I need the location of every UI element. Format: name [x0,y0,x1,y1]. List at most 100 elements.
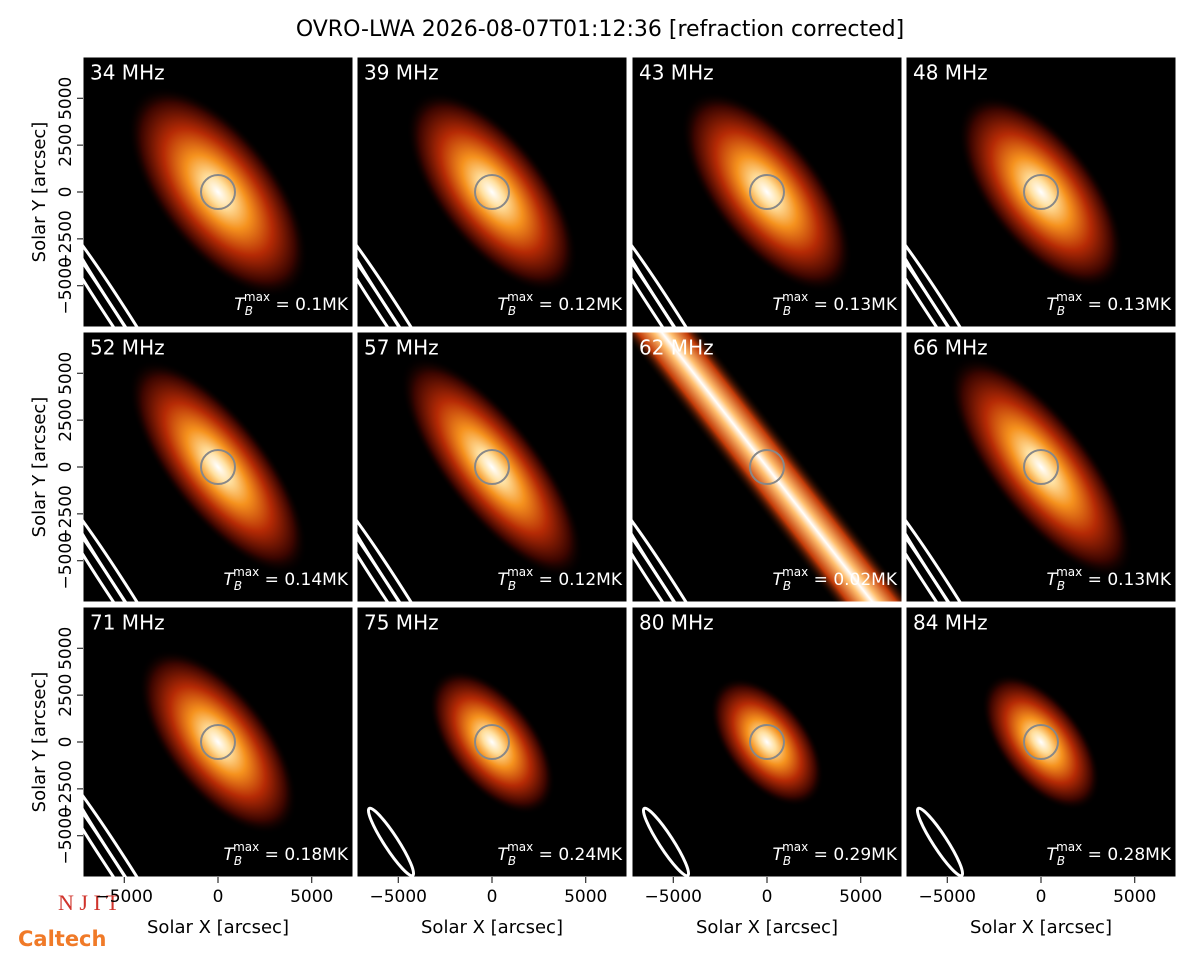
tb-sub: B [783,304,791,318]
beam [915,806,965,877]
tb-eq: = [259,570,284,590]
x-axis-label: Solar X [arcsec] [421,917,563,938]
tb-sub: B [508,579,516,593]
tb-eq: = [533,295,558,315]
y-tick-label: 0 [56,187,76,198]
panel [83,607,353,877]
tb-sup: max [1056,565,1082,579]
panel [632,607,902,877]
tb-sub: B [1057,854,1065,868]
tb-sub: B [783,854,791,868]
frequency-label: 57 MHz [364,336,439,360]
tb-max-label: TBmax = 0.14MK [223,565,348,593]
frequency-label: 52 MHz [90,336,165,360]
beam [632,498,720,602]
emission [400,356,584,578]
tb-sub: B [508,304,516,318]
x-axis-label: Solar X [arcsec] [696,917,838,938]
y-tick-label: 5000 [56,77,76,120]
tb-sup: max [782,290,808,304]
y-tick-label: 5000 [56,627,76,670]
y-tick-label: −2500 [56,485,76,543]
tb-value: 0.14MK [284,570,349,590]
tb-symbol: T [1046,570,1058,590]
panel [632,332,902,602]
solar-disk [474,724,510,760]
tb-value: 0.12MK [558,295,623,315]
y-tick-label: 2500 [56,123,76,166]
tb-sup: max [233,840,259,854]
tb-max-label: TBmax = 0.02MK [772,565,897,593]
tb-sub: B [1057,579,1065,593]
frequency-label: 48 MHz [913,61,988,85]
x-tick-label: −5000 [644,887,702,907]
y-axis-label: Solar Y [arcsec] [29,397,50,538]
beam [83,498,171,602]
frequency-label: 75 MHz [364,611,439,635]
tb-value: 0.13MK [833,295,898,315]
tb-max-label: TBmax = 0.18MK [223,840,348,868]
tb-eq: = [1082,295,1107,315]
emission [127,86,309,298]
y-tick-label: 2500 [56,673,76,716]
frequency-label: 80 MHz [639,611,714,635]
solar-disk [1023,174,1059,210]
panel [357,57,627,327]
tb-max-label: TBmax = 0.12MK [497,565,622,593]
logo-njit: N J I T [58,890,120,915]
tb-sub: B [783,579,791,593]
tb-value: 0.18MK [284,845,349,865]
x-tick-label: 0 [1036,887,1047,907]
tb-max-label: TBmax = 0.13MK [1046,290,1171,318]
emission [681,91,853,293]
tb-eq: = [1082,570,1107,590]
x-tick-label: 0 [762,887,773,907]
tb-sub: B [245,304,253,318]
tb-value: 0.13MK [1107,570,1172,590]
tb-symbol: T [772,295,784,315]
tb-sup: max [1056,290,1082,304]
tb-sup: max [507,565,533,579]
figure-title: OVRO-LWA 2026-08-07T01:12:36 [refraction… [296,17,904,42]
tb-sup: max [507,290,533,304]
panel [357,607,627,877]
tb-sub: B [234,579,242,593]
beam [906,498,994,602]
tb-max-label: TBmax = 0.13MK [772,290,897,318]
tb-symbol: T [497,845,509,865]
panel [83,57,353,327]
tb-max-label: TBmax = 0.29MK [772,840,897,868]
emission [406,91,578,293]
solar-disk [200,724,236,760]
x-axis-label: Solar X [arcsec] [147,917,289,938]
tb-eq: = [533,845,558,865]
y-tick-label: −5000 [56,257,76,315]
tb-value: 0.28MK [1107,845,1172,865]
tb-symbol: T [223,845,235,865]
solar-disk [1023,449,1059,485]
tb-sup: max [1056,840,1082,854]
panel-frame [356,56,628,328]
beam [366,806,416,877]
x-tick-label: 5000 [839,887,882,907]
panel-frame [905,331,1177,603]
tb-value: 0.29MK [833,845,898,865]
panel-frame [905,56,1177,328]
frequency-label: 66 MHz [913,336,988,360]
solar-disk [749,449,785,485]
x-tick-label: 0 [213,887,224,907]
tb-sup: max [782,840,808,854]
x-axis-label: Solar X [arcsec] [970,917,1112,938]
y-tick-label: −2500 [56,760,76,818]
tb-eq: = [808,570,833,590]
tb-sub: B [508,854,516,868]
panel-frame [631,56,903,328]
x-tick-label: −5000 [918,887,976,907]
beam [641,806,691,877]
tb-value: 0.02MK [833,570,898,590]
tb-eq: = [259,845,284,865]
y-tick-label: −5000 [56,807,76,865]
emission [981,673,1101,811]
frequency-label: 43 MHz [639,61,714,85]
